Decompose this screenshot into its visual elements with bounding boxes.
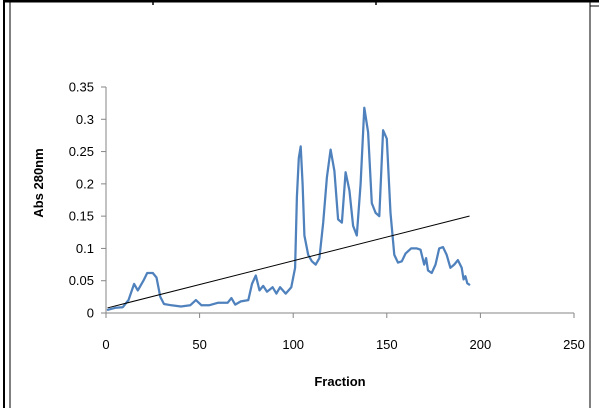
- y-tick-label: 0.3: [76, 112, 94, 127]
- x-axis-ticks: 0 50 100 150 200 250: [102, 313, 585, 352]
- x-tick-label: 0: [102, 337, 109, 352]
- x-axis-title: Fraction: [314, 374, 365, 389]
- y-tick-label: 0.25: [69, 144, 94, 159]
- y-axis-title: Abs 280nm: [31, 148, 46, 217]
- y-tick-label: 0.35: [69, 80, 94, 95]
- y-tick-label: 0.2: [76, 176, 94, 191]
- table-border-top: [3, 0, 599, 408]
- y-tick-label: 0.15: [69, 209, 94, 224]
- y-tick-label: 0.1: [76, 241, 94, 256]
- series-lines: [106, 106, 471, 311]
- y-tick-label: 0.05: [69, 273, 94, 288]
- x-tick-label: 250: [563, 337, 585, 352]
- y-tick-label: 0: [87, 306, 94, 321]
- axes: [105, 87, 574, 314]
- y-axis-ticks: 0 0.05 0.1 0.15 0.2 0.25 0.3 0.35: [69, 80, 106, 321]
- x-tick-label: 200: [470, 337, 492, 352]
- x-tick-label: 50: [192, 337, 206, 352]
- x-tick-label: 100: [282, 337, 304, 352]
- x-tick-label: 150: [376, 337, 398, 352]
- trend-line: [107, 215, 470, 309]
- absorbance-line: [106, 106, 471, 311]
